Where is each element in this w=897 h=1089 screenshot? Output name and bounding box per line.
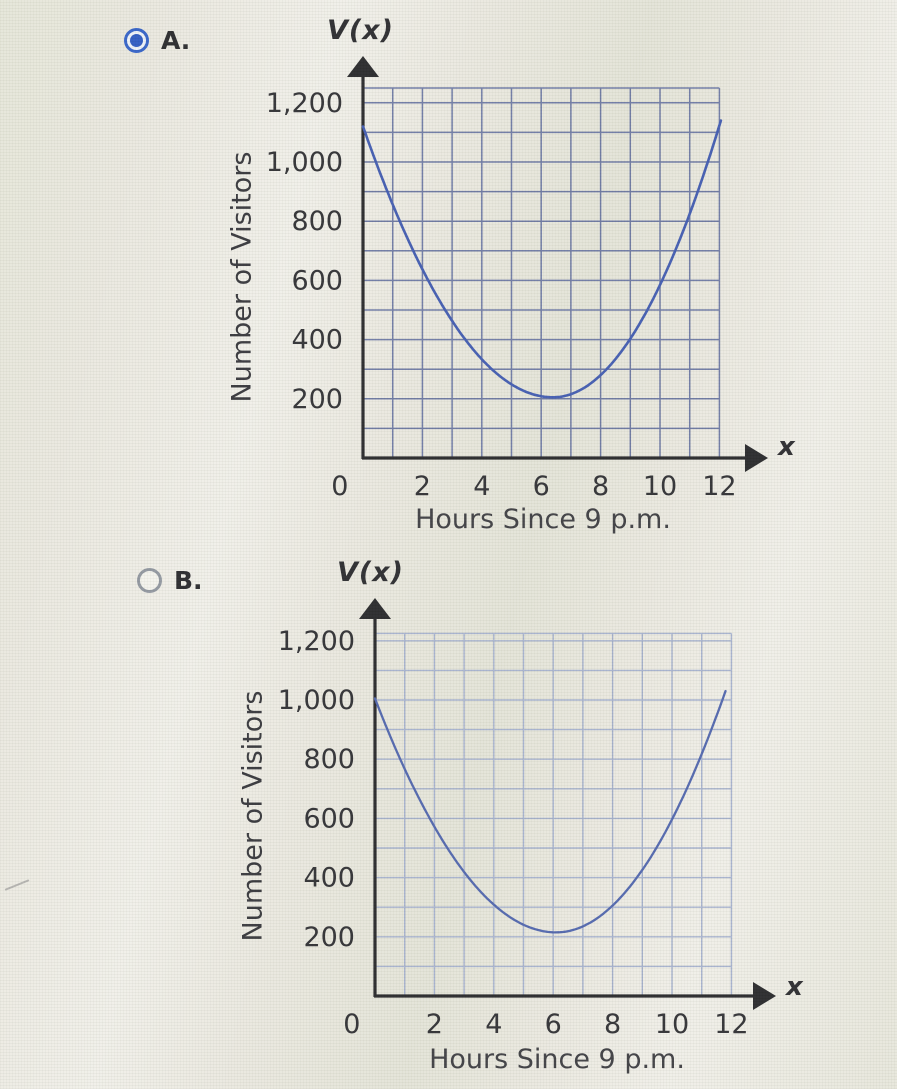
svg-text:4: 4	[485, 1009, 502, 1040]
svg-text:400: 400	[303, 863, 355, 894]
photo-scratch-artifact	[4, 879, 30, 891]
svg-text:800: 800	[291, 206, 343, 237]
svg-text:2: 2	[426, 1009, 443, 1040]
svg-text:1,000: 1,000	[266, 147, 343, 178]
svg-text:400: 400	[291, 325, 343, 356]
chart-b-y-axis-label: Number of Visitors	[237, 690, 269, 942]
svg-text:10: 10	[643, 471, 677, 502]
radio-option-b[interactable]	[137, 568, 162, 593]
svg-text:600: 600	[303, 803, 355, 834]
radio-selected-dot	[130, 34, 143, 47]
chart-b-x-axis-label: Hours Since 9 p.m.	[429, 1044, 685, 1075]
svg-text:0: 0	[331, 471, 348, 502]
svg-text:2: 2	[414, 471, 431, 502]
svg-text:1,200: 1,200	[278, 626, 355, 657]
svg-text:1,200: 1,200	[266, 88, 343, 119]
svg-text:200: 200	[303, 922, 355, 953]
chart-a-x-axis-label: Hours Since 9 p.m.	[415, 504, 671, 535]
svg-text:8: 8	[592, 471, 609, 502]
option-b-label: B.	[174, 566, 203, 595]
chart-a-plot: 200 400 600 800 1,000 1,200 0 2 4 6 8 10 12	[266, 56, 768, 502]
chart-b-x-arrow-label: x	[786, 972, 803, 1002]
chart-b-plot: 200 400 600 800 1,000 1,200 0 2 4 6 8 10 12	[278, 598, 776, 1040]
chart-a-x-arrow-label: x	[778, 432, 795, 462]
svg-text:6: 6	[533, 471, 550, 502]
svg-text:10: 10	[655, 1009, 689, 1040]
chart-a-y-axis-label: Number of Visitors	[226, 151, 258, 403]
option-a-label: A.	[161, 26, 191, 55]
svg-text:6: 6	[545, 1009, 562, 1040]
svg-text:1,000: 1,000	[278, 685, 355, 716]
svg-text:8: 8	[604, 1009, 621, 1040]
svg-text:0: 0	[343, 1009, 360, 1040]
chart-b-title: V(x)	[337, 557, 404, 588]
chart-a-title: V(x)	[327, 15, 394, 46]
svg-text:800: 800	[303, 744, 355, 775]
radio-option-a[interactable]	[124, 28, 149, 53]
svg-text:200: 200	[291, 384, 343, 415]
svg-text:12: 12	[714, 1009, 748, 1040]
svg-text:600: 600	[291, 265, 343, 296]
svg-text:12: 12	[702, 471, 736, 502]
svg-text:4: 4	[473, 471, 490, 502]
